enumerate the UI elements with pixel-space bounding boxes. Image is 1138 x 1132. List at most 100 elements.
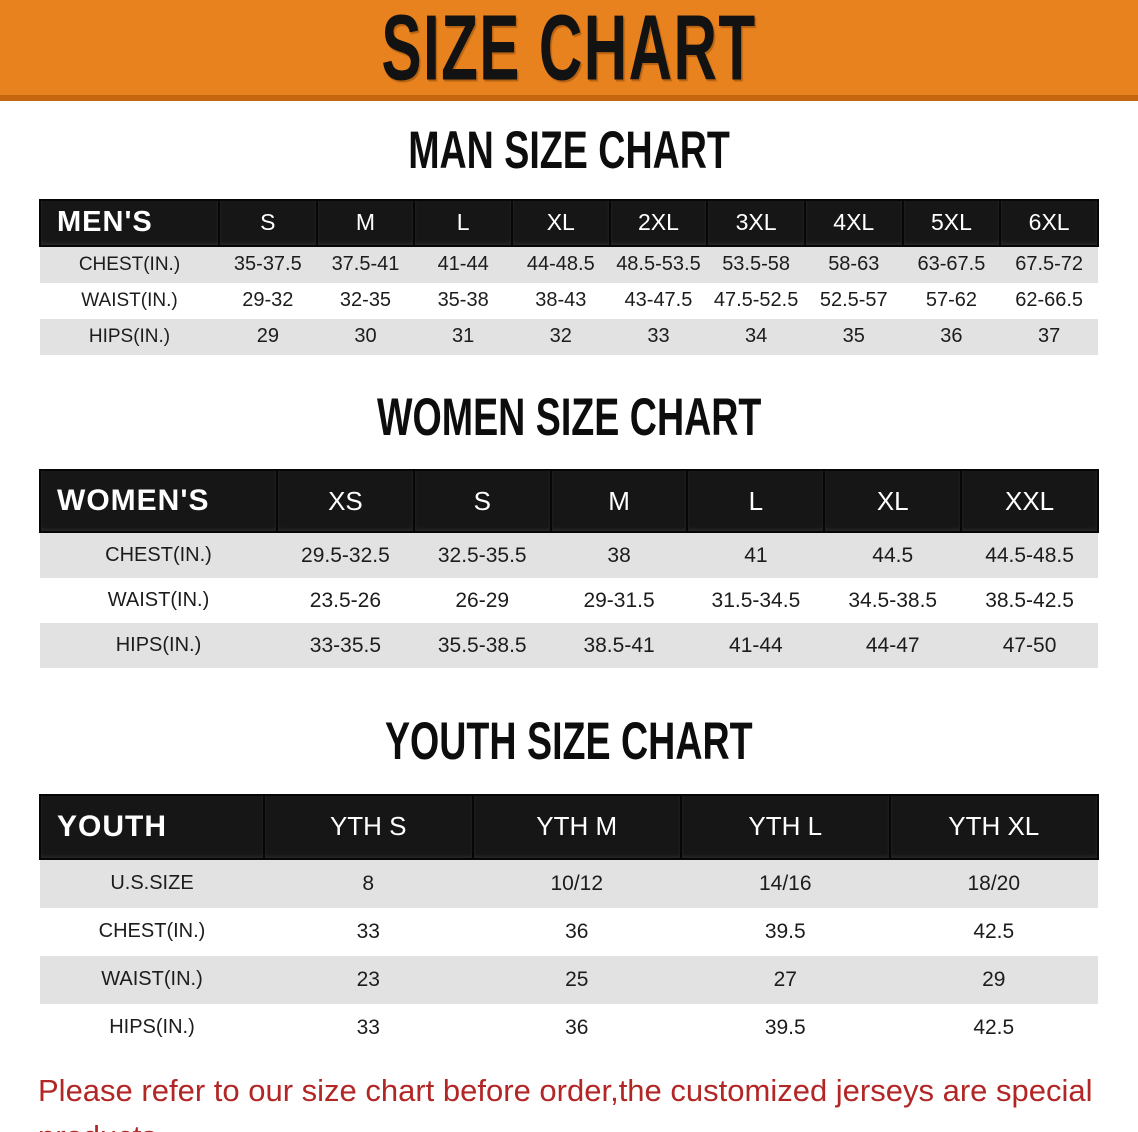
size-value: 37 bbox=[1038, 325, 1061, 348]
size-value: 26-29 bbox=[455, 588, 510, 612]
column-header: XL bbox=[510, 198, 611, 247]
size-value: 36 bbox=[565, 919, 589, 943]
column-header: XXL bbox=[960, 469, 1099, 534]
column-header: YTH XL bbox=[888, 793, 1099, 860]
disclaimer-text: Please refer to our size chart before or… bbox=[0, 1068, 1138, 1132]
row-label: CHEST(IN.) bbox=[78, 253, 181, 275]
size-value: 42.5 bbox=[973, 919, 1015, 943]
column-header: XL bbox=[823, 469, 963, 534]
size-value: 23 bbox=[356, 967, 380, 991]
size-value: 36 bbox=[565, 1015, 589, 1039]
size-value: 38.5-41 bbox=[583, 633, 655, 657]
row-label: WAIST(IN.) bbox=[81, 289, 178, 311]
size-value: 34.5-38.5 bbox=[848, 588, 938, 612]
row-label: U.S.SIZE bbox=[110, 872, 194, 895]
size-value: 44.5 bbox=[872, 543, 914, 567]
size-value: 41-44 bbox=[437, 253, 489, 276]
size-value: 47-50 bbox=[1002, 633, 1057, 657]
size-value: 32-35 bbox=[339, 289, 392, 312]
size-value: 31.5-34.5 bbox=[711, 588, 801, 612]
column-header: 3XL bbox=[706, 198, 806, 247]
column-header: L bbox=[686, 469, 826, 534]
column-header: YTH L bbox=[680, 793, 891, 860]
size-value: 35-37.5 bbox=[233, 253, 302, 276]
size-value: 35-38 bbox=[437, 289, 489, 312]
size-value: 67.5-72 bbox=[1015, 253, 1084, 276]
row-label: CHEST(IN.) bbox=[98, 920, 206, 943]
women-section-title: WOMEN SIZE CHART bbox=[376, 386, 762, 446]
size-value: 14/16 bbox=[758, 871, 812, 895]
size-value: 43-47.5 bbox=[624, 289, 693, 312]
table-row: WAIST(IN.) 29-32 32-35 35-38 38-43 43-47.5 47.… bbox=[40, 282, 1098, 319]
size-value: 32 bbox=[549, 325, 572, 348]
men-size-table: MEN'S S M L XL 2XL 3XL 4XL 5XL 6XL CHEST(IN.) 35-3… bbox=[39, 198, 1099, 355]
size-chart-banner-title: SIZE CHART bbox=[381, 0, 757, 100]
men-size-section: MAN SIZE CHART MEN'S S M L XL 2XL 3XL 4XL 5XL 6XL… bbox=[0, 119, 1138, 355]
column-header: S bbox=[218, 198, 318, 247]
size-value: 58-63 bbox=[828, 253, 880, 276]
column-header: YTH S bbox=[263, 793, 474, 860]
size-value: 33 bbox=[647, 325, 670, 348]
table-corner-label: MEN'S bbox=[39, 198, 220, 247]
size-value: 8 bbox=[362, 871, 375, 895]
column-header: M bbox=[549, 469, 689, 534]
size-value: 41-44 bbox=[729, 633, 783, 657]
size-value: 62-66.5 bbox=[1015, 289, 1084, 312]
men-section-title: MAN SIZE CHART bbox=[408, 119, 730, 180]
size-value: 44-47 bbox=[865, 633, 920, 657]
women-size-table: WOMEN'S XS S M L XL XXL CHEST(IN.) 29.5-32.5 32.… bbox=[39, 469, 1099, 669]
size-value: 63-67.5 bbox=[917, 253, 986, 276]
size-value: 35.5-38.5 bbox=[437, 633, 527, 657]
row-label: WAIST(IN.) bbox=[101, 968, 203, 991]
size-value: 52.5-57 bbox=[819, 289, 888, 312]
size-value: 42.5 bbox=[973, 1015, 1015, 1039]
column-header: 2XL bbox=[608, 198, 709, 247]
column-header: YTH M bbox=[471, 793, 682, 860]
row-label: HIPS(IN.) bbox=[115, 634, 202, 657]
size-value: 29.5-32.5 bbox=[301, 543, 390, 567]
column-header: 4XL bbox=[803, 198, 904, 247]
size-value: 47.5-52.5 bbox=[713, 289, 799, 312]
size-value: 18/20 bbox=[967, 871, 1021, 895]
column-header: 6XL bbox=[999, 198, 1099, 247]
size-value: 33 bbox=[356, 1015, 380, 1039]
size-value: 34 bbox=[744, 325, 768, 348]
size-value: 39.5 bbox=[764, 1015, 806, 1039]
size-value: 10/12 bbox=[550, 871, 604, 895]
size-value: 38.5-42.5 bbox=[985, 588, 1074, 612]
women-size-section: WOMEN SIZE CHART WOMEN'S XS S M L XL XXL CHEST… bbox=[0, 386, 1138, 669]
youth-size-section: YOUTH SIZE CHART YOUTH YTH S YTH M YTH L YTH… bbox=[0, 710, 1138, 1052]
size-value: 27 bbox=[773, 967, 797, 991]
table-row: WAIST(IN.) 23 25 27 29 bbox=[40, 955, 1098, 1004]
table-corner-label: YOUTH bbox=[39, 793, 265, 860]
size-value: 38 bbox=[607, 543, 631, 567]
men-table-header-row: MEN'S S M L XL 2XL 3XL 4XL 5XL 6XL bbox=[39, 198, 1099, 247]
row-label: HIPS(IN.) bbox=[109, 1016, 195, 1039]
size-value: 29 bbox=[982, 967, 1006, 991]
size-value: 32.5-35.5 bbox=[437, 543, 527, 567]
disclaimer-line-1: Please refer to our size chart before or… bbox=[38, 1072, 1093, 1132]
size-value: 53.5-58 bbox=[722, 253, 791, 276]
size-chart-banner: SIZE CHART bbox=[0, 0, 1138, 101]
size-value: 23.5-26 bbox=[309, 588, 382, 612]
column-header: M bbox=[315, 198, 416, 247]
table-row: HIPS(IN.) 33 36 39.5 42.5 bbox=[40, 1003, 1098, 1052]
size-value: 29-32 bbox=[242, 289, 294, 312]
column-header: S bbox=[412, 469, 552, 534]
column-header: L bbox=[413, 198, 513, 247]
column-header: XS bbox=[276, 469, 415, 534]
size-value: 37.5-41 bbox=[331, 253, 400, 276]
youth-size-table: YOUTH YTH S YTH M YTH L YTH XL U.S.SIZE 8 10/1… bbox=[39, 793, 1099, 1052]
row-label: WAIST(IN.) bbox=[107, 589, 210, 612]
row-label: CHEST(IN.) bbox=[105, 544, 212, 567]
size-value: 25 bbox=[565, 967, 589, 991]
size-value: 44-48.5 bbox=[526, 253, 595, 276]
size-value: 31 bbox=[452, 325, 475, 348]
size-value: 33 bbox=[356, 919, 380, 943]
table-corner-label: WOMEN'S bbox=[39, 469, 278, 534]
table-row: U.S.SIZE 8 10/12 14/16 18/20 bbox=[40, 858, 1098, 908]
size-value: 57-62 bbox=[925, 289, 977, 312]
youth-section-title: YOUTH SIZE CHART bbox=[385, 710, 753, 771]
table-row: WAIST(IN.) 23.5-26 26-29 29-31.5 31.5-34.5 34… bbox=[40, 578, 1098, 624]
youth-table-header-row: YOUTH YTH S YTH M YTH L YTH XL bbox=[39, 793, 1099, 860]
